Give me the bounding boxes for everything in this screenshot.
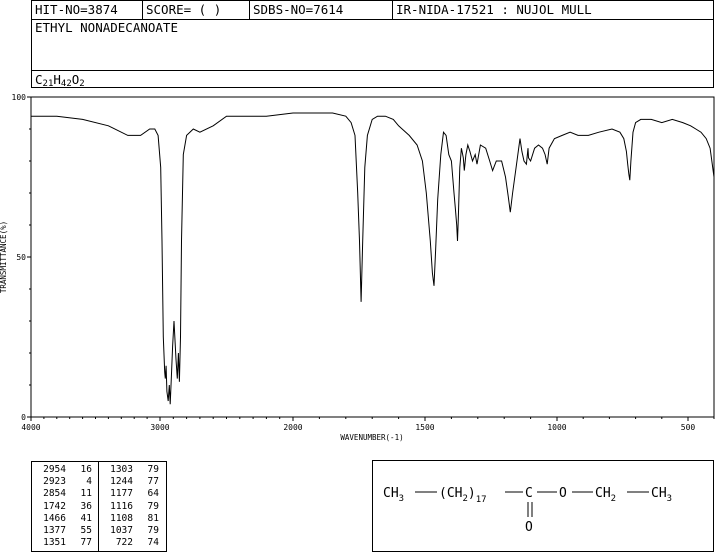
header-panel: HIT-NO=3874 SCORE= ( ) SDBS-NO=7614 IR-N…: [31, 0, 714, 89]
peak-wavenumber: 1466: [43, 512, 66, 524]
peak-transmittance: 11: [80, 488, 92, 500]
peak-row: 1742 36: [36, 501, 92, 513]
peak-transmittance: 36: [80, 500, 92, 512]
y-tick-label: 0: [21, 413, 26, 422]
peak-transmittance: 55: [80, 524, 92, 536]
peak-transmittance: 74: [147, 537, 159, 549]
spectrum-line: [31, 112, 715, 405]
y-tick-label: 50: [16, 253, 26, 262]
ch3-left: CH3: [383, 486, 404, 504]
axis-ticks: 4000 3000 2000 1500 1000 500 0 50 100: [12, 93, 715, 432]
peak-row: 1244 77: [103, 476, 159, 488]
ch2-group: CH2: [595, 486, 616, 504]
hit-number: HIT-NO=3874: [35, 2, 118, 17]
peak-transmittance: 79: [147, 464, 159, 475]
peak-table: 2954 16 2923 4 2854 11 1742 36 1466 41 1377 55 1351 7…: [31, 461, 167, 552]
peak-column-left: 2954 16 2923 4 2854 11 1742 36 1466 41 1377 55 1351 7…: [36, 464, 92, 549]
peak-row: 1037 79: [103, 525, 159, 537]
formula-o-count: 2: [79, 79, 85, 89]
peak-wavenumber: 2923: [43, 476, 66, 488]
molecular-formula: C21H42O2: [35, 72, 85, 92]
x-tick-label: 3000: [150, 423, 169, 432]
peak-wavenumber: 1037: [110, 524, 133, 536]
ir-info: IR-NIDA-17521 : NUJOL MULL: [392, 1, 713, 19]
ch3-right: CH3: [651, 486, 672, 504]
peak-transmittance: 81: [147, 512, 159, 524]
formula-h: H: [53, 72, 61, 87]
peak-transmittance: 79: [147, 500, 159, 512]
peak-row: 722 74: [103, 537, 159, 549]
peak-table-divider: [98, 462, 99, 551]
peak-transmittance: 16: [80, 464, 92, 475]
peak-row: 1303 79: [103, 464, 159, 476]
peak-wavenumber: 1116: [110, 500, 133, 512]
peak-wavenumber: 1377: [43, 524, 66, 536]
carbonyl-carbon: C: [525, 486, 533, 501]
peak-column-right: 1303 79 1244 77 1177 64 1116 79 1108 81 1037 79 722 7…: [103, 464, 159, 549]
x-tick-label: 4000: [21, 423, 40, 432]
formula-o: O: [71, 72, 80, 87]
compound-name: ETHYL NONADECANOATE: [35, 20, 178, 35]
peak-transmittance: 4: [86, 476, 92, 488]
y-tick-label: 100: [12, 93, 27, 102]
x-tick-label: 1500: [415, 423, 434, 432]
peak-transmittance: 77: [147, 476, 159, 488]
peak-row: 1108 81: [103, 513, 159, 525]
structure-diagram: CH3 (CH2)17 C O CH2 CH3 O: [383, 486, 672, 535]
header-info-row: HIT-NO=3874 SCORE= ( ) SDBS-NO=7614 IR-N…: [32, 1, 713, 20]
x-axis-label: WAVENUMBER(-1): [340, 433, 403, 442]
peak-transmittance: 41: [80, 512, 92, 524]
carbonyl-oxygen: O: [525, 520, 533, 535]
formula-c: C: [35, 72, 43, 87]
x-tick-label: 500: [681, 423, 696, 432]
peak-wavenumber: 1108: [110, 512, 133, 524]
peak-wavenumber: 1177: [110, 488, 133, 500]
peak-row: 1466 41: [36, 513, 92, 525]
x-tick-label: 2000: [283, 423, 302, 432]
peak-row: 2923 4: [36, 476, 92, 488]
peak-wavenumber: 1351: [43, 537, 66, 549]
peak-row: 1116 79: [103, 501, 159, 513]
sdbs-number: SDBS-NO=7614: [249, 1, 392, 19]
structure-panel: CH3 (CH2)17 C O CH2 CH3 O: [372, 460, 714, 552]
formula-row: C21H42O2: [32, 70, 713, 89]
formula-c-count: 21: [42, 79, 54, 89]
peak-wavenumber: 2954: [43, 464, 66, 475]
y-axis-label: TRANSMITTANCE(%): [0, 221, 8, 293]
plot-frame: [30, 96, 715, 418]
x-tick-label: 1000: [547, 423, 566, 432]
methylene-group: (CH2)17: [439, 486, 487, 505]
peak-transmittance: 64: [147, 488, 159, 500]
peak-row: 2854 11: [36, 488, 92, 500]
score: SCORE= ( ): [142, 1, 249, 19]
peak-row: 1351 77: [36, 537, 92, 549]
peak-transmittance: 79: [147, 524, 159, 536]
ether-oxygen: O: [559, 486, 567, 501]
peak-wavenumber: 1742: [43, 500, 66, 512]
peak-wavenumber: 1303: [110, 464, 133, 475]
peak-wavenumber: 1244: [110, 476, 133, 488]
peak-row: 2954 16: [36, 464, 92, 476]
ir-spectrum-chart: 4000 3000 2000 1500 1000 500 0 50 100 WAVENUMBER…: [0, 93, 715, 442]
peak-transmittance: 77: [80, 537, 92, 549]
peak-wavenumber: 722: [115, 537, 133, 549]
peak-wavenumber: 2854: [43, 488, 66, 500]
formula-h-count: 42: [60, 79, 72, 89]
peak-row: 1177 64: [103, 488, 159, 500]
peak-row: 1377 55: [36, 525, 92, 537]
